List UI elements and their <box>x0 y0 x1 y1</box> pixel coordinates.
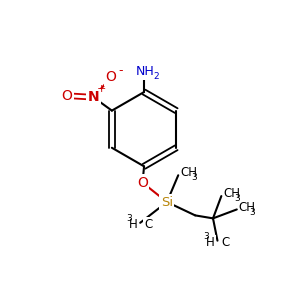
Text: H: H <box>129 218 138 231</box>
Text: CH: CH <box>239 202 256 214</box>
Text: O: O <box>61 89 72 103</box>
Text: N: N <box>88 90 99 104</box>
Text: CH: CH <box>224 187 240 200</box>
Text: O: O <box>137 176 148 190</box>
Text: 3: 3 <box>191 173 197 182</box>
Text: Si: Si <box>161 196 173 208</box>
Text: +: + <box>97 84 106 94</box>
Text: H: H <box>206 236 215 249</box>
Text: CH: CH <box>180 166 197 179</box>
Text: 3: 3 <box>204 232 209 241</box>
Text: 2: 2 <box>154 72 159 81</box>
Text: 3: 3 <box>126 214 132 224</box>
Text: -: - <box>118 64 122 77</box>
Text: C: C <box>144 218 152 231</box>
Text: 3: 3 <box>234 194 240 203</box>
Text: O: O <box>105 70 116 84</box>
Text: 3: 3 <box>250 208 255 217</box>
Text: C: C <box>221 236 230 249</box>
Text: NH: NH <box>136 65 155 78</box>
